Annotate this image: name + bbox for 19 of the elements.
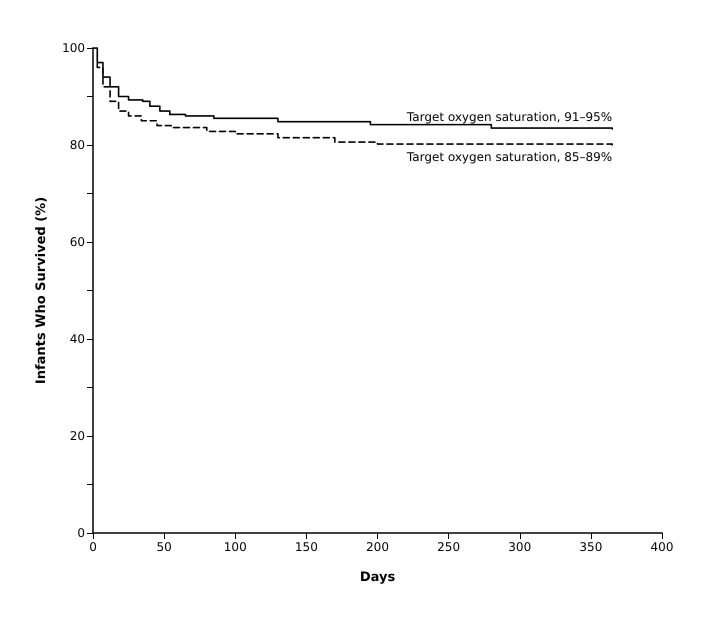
series-label: Target oxygen saturation, 85–89% bbox=[406, 150, 612, 164]
x-axis-title: Days bbox=[360, 570, 396, 585]
y-tick-label: 40 bbox=[70, 332, 85, 346]
x-tick-label: 400 bbox=[650, 540, 674, 554]
x-tick-label: 0 bbox=[89, 540, 97, 554]
y-tick-label: 60 bbox=[70, 235, 85, 249]
x-tick-label: 50 bbox=[156, 540, 172, 554]
x-tick-label: 200 bbox=[366, 540, 389, 554]
y-tick-label: 20 bbox=[70, 429, 85, 443]
x-tick-label: 300 bbox=[508, 540, 532, 554]
y-tick-label: 100 bbox=[62, 41, 85, 55]
series-label: Target oxygen saturation, 91–95% bbox=[406, 110, 612, 124]
x-tick-label: 250 bbox=[437, 540, 460, 554]
y-tick-label: 80 bbox=[70, 138, 85, 152]
x-tick-label: 100 bbox=[224, 540, 247, 554]
y-axis-title: Infants Who Survived (%) bbox=[34, 196, 49, 384]
y-tick-label: 0 bbox=[77, 526, 85, 540]
x-tick-label: 350 bbox=[579, 540, 602, 554]
x-tick-label: 150 bbox=[294, 540, 318, 554]
